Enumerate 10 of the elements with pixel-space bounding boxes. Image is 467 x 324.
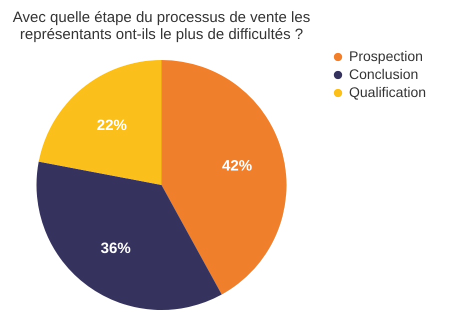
- legend-label: Conclusion: [349, 66, 418, 82]
- legend-label: Qualification: [349, 84, 426, 100]
- legend-label: Prospection: [349, 48, 423, 64]
- data-label: 22%: [96, 116, 127, 134]
- chart-title: Avec quelle étape du processus de vente les représentants ont-ils le plus de difficultés ?: [12, 9, 310, 43]
- data-label: 36%: [100, 240, 131, 258]
- pie-slice: [38, 60, 162, 185]
- data-label: 42%: [222, 158, 252, 175]
- pie-slice: [36, 162, 222, 310]
- pie-slice: [162, 60, 286, 295]
